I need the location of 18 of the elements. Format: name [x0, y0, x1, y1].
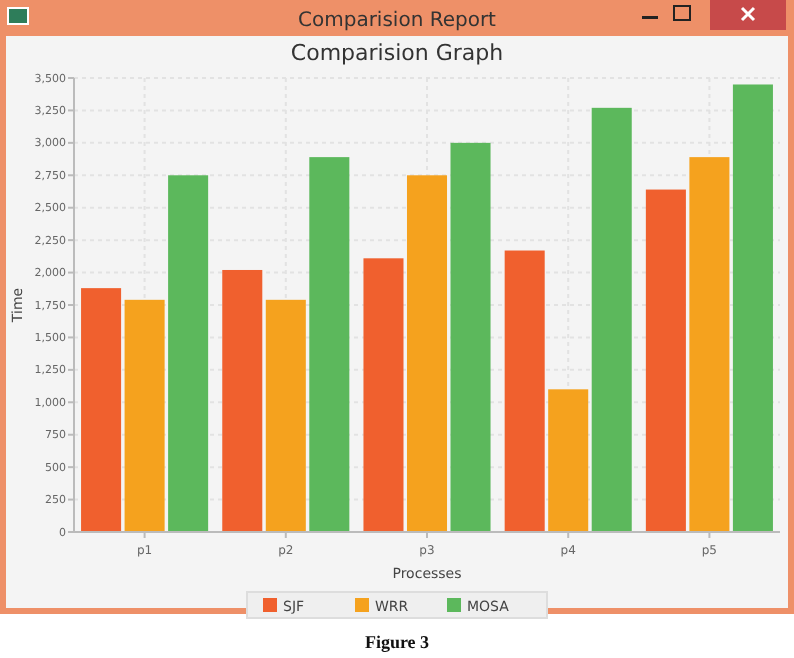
bar [689, 157, 730, 532]
bar [265, 299, 306, 532]
bar [645, 189, 686, 532]
bar [363, 258, 404, 532]
bar [168, 175, 209, 532]
caption: Figure 3 [364, 632, 431, 652]
bar [124, 299, 165, 532]
chart-title: Comparision Graph [290, 40, 504, 66]
text: Comparision Report [298, 10, 497, 32]
bar [732, 84, 773, 532]
bar [504, 250, 545, 532]
bar [222, 269, 263, 532]
bar [548, 389, 589, 532]
bar [591, 107, 632, 532]
bar [81, 288, 122, 532]
bar [309, 157, 350, 532]
bar [450, 142, 491, 532]
bar [406, 175, 448, 532]
